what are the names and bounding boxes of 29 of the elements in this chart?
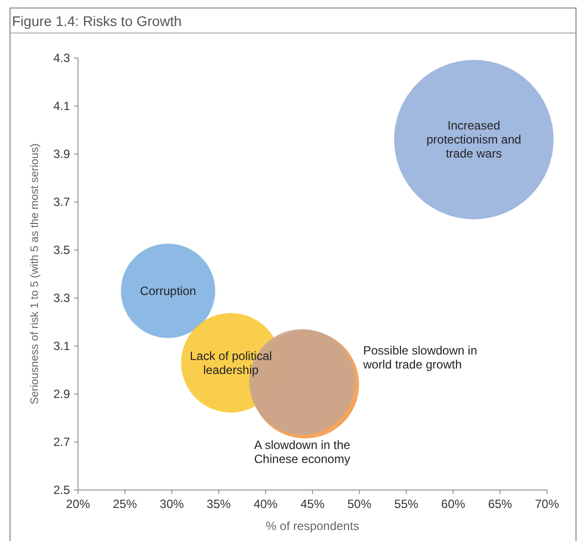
x-tick-label: 70% [534,497,560,511]
x-tick-label: 65% [488,497,512,511]
x-tick-label: 35% [206,497,232,511]
y-tick-label: 3.5 [53,243,70,257]
y-axis-title: Seriousness of risk 1 to 5 (with 5 as the most serious) [29,143,41,405]
y-tick-label: 2.5 [53,483,70,497]
x-tick-label: 45% [300,497,325,511]
series-label: Possible slowdown in world trade growth [362,344,478,372]
y-tick-label: 3.1 [53,339,70,353]
x-tick-label: 20% [66,497,90,511]
series-label: Corruption [140,284,196,298]
x-tick-label: 40% [254,497,278,511]
series-label: Increased protectionism and trade wars [426,118,522,161]
series-label: A slowdown in the Chinese economy [254,438,351,466]
x-tick-label: 30% [160,497,184,511]
x-axis-title: % of respondents [266,519,360,533]
y-tick-label: 2.9 [53,387,70,401]
x-tick-label: 55% [394,497,419,511]
y-tick-label: 4.1 [53,99,70,113]
y-tick-label: 3.9 [53,147,70,161]
y-tick-label: 2.7 [53,435,70,449]
y-tick-label: 4.3 [53,51,70,65]
x-tick-label: 25% [112,497,138,511]
y-tick-label: 3.3 [53,291,70,305]
y-tick-label: 3.7 [53,195,70,209]
x-tick-label: 50% [347,497,372,511]
x-tick-label: 60% [441,497,466,511]
chart-title: Figure 1.4: Risks to Growth [12,13,182,29]
series-label: Lack of political leadership [190,348,272,377]
